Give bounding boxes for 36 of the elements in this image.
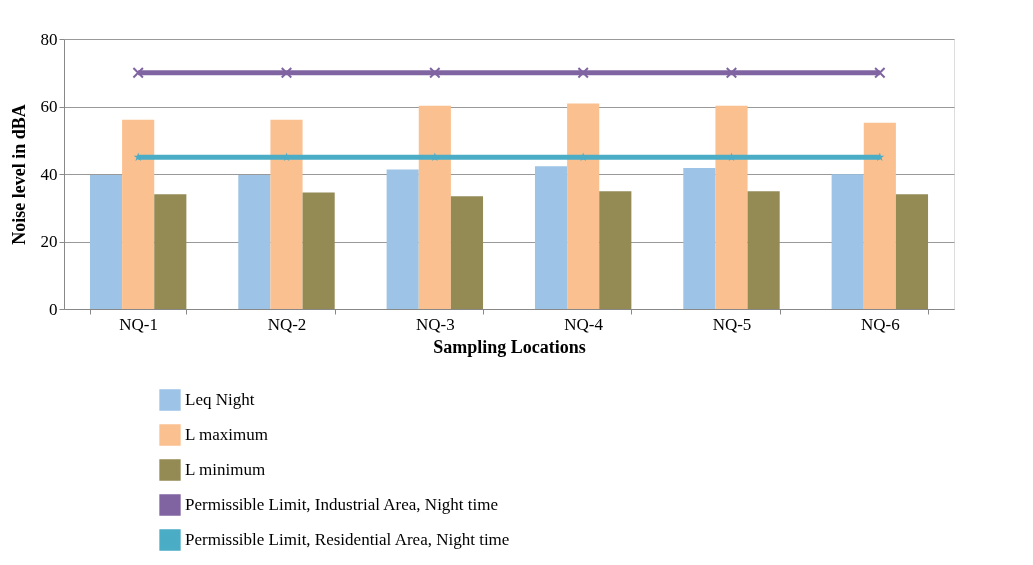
y-tick-label: 0: [49, 299, 58, 319]
legend-label: L maximum: [185, 425, 268, 444]
bar: [831, 174, 864, 309]
legend-label: Permissible Limit, Residential Area, Night time: [185, 530, 510, 549]
bar: [154, 194, 187, 309]
bar: [238, 175, 271, 309]
x-tick-label: NQ-5: [712, 314, 752, 334]
y-tick-label: 40: [40, 164, 58, 184]
y-tick-label: 80: [40, 29, 58, 49]
bar: [895, 194, 929, 309]
bar: [270, 119, 303, 309]
y-axis-title: Noise level in dBA: [8, 104, 29, 245]
bar: [863, 122, 896, 309]
bar: [715, 105, 748, 309]
bar: [747, 191, 780, 309]
bar: [89, 175, 123, 309]
legend-label: Permissible Limit, Industrial Area, Night time: [185, 495, 499, 514]
bar: [567, 103, 600, 309]
bar: [683, 167, 716, 309]
legend-label: L minimum: [185, 460, 266, 479]
bar: [599, 191, 632, 309]
x-tick-label: NQ-4: [564, 314, 604, 334]
bar: [418, 105, 451, 309]
y-tick-label: 60: [40, 97, 58, 116]
y-tick-label: 20: [40, 232, 58, 251]
x-tick-label: NQ-6: [860, 314, 900, 334]
x-axis-title: Sampling Locations: [433, 336, 586, 357]
x-tick-label: NQ-2: [267, 314, 307, 334]
bar: [302, 192, 335, 309]
bar: [122, 119, 155, 309]
bar: [450, 196, 484, 309]
bar: [534, 166, 568, 309]
x-tick-label: NQ-1: [119, 314, 159, 334]
x-tick-label: NQ-3: [415, 314, 455, 334]
bar: [386, 169, 419, 309]
legend-label: Leq Night: [185, 390, 255, 409]
